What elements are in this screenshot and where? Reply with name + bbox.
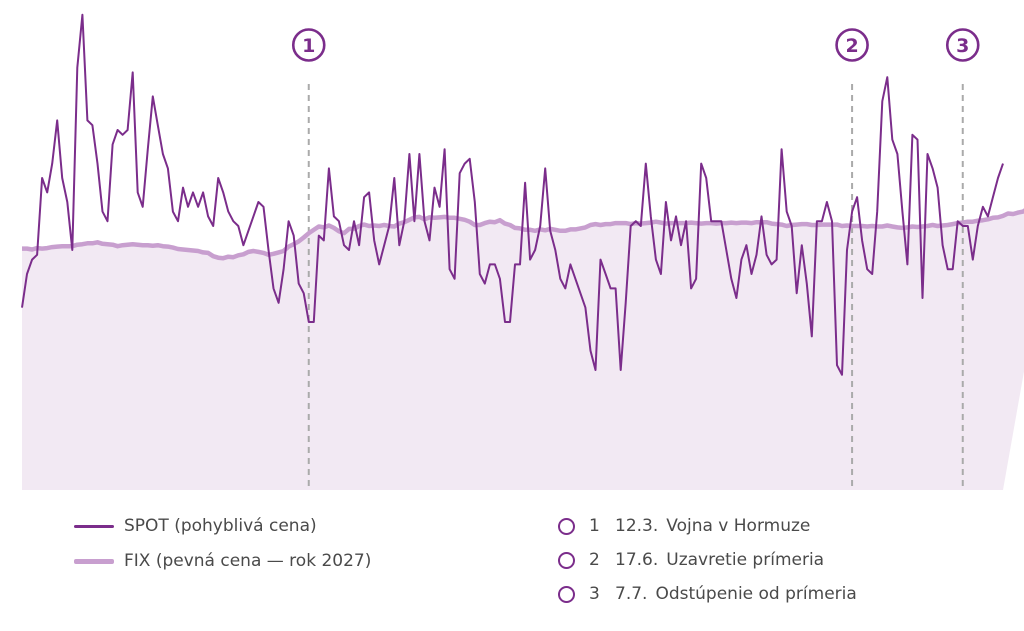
event-date: 12.3. [615, 516, 659, 536]
event-markers [307, 84, 964, 490]
event-legend-item: 1 12.3. Vojna v Hormuze [558, 516, 810, 536]
event-marker-number: 2 [845, 35, 858, 57]
spot-series-line [21, 13, 1004, 376]
event-marker-circle [835, 28, 869, 62]
fix-series-line [22, 208, 1024, 261]
event-label: Odstúpenie od prímeria [655, 584, 857, 604]
event-marker-circle [291, 28, 326, 62]
event-label: Uzavretie prímeria [666, 550, 825, 570]
event-legend-item: 2 17.6. Uzavretie prímeria [558, 550, 824, 570]
event-number: 3 [589, 584, 600, 604]
event-circle-icon [558, 551, 575, 569]
legend-label-fix: FIX (pevná cena — rok 2027) [124, 551, 372, 571]
price-chart: 1 2 3 [21, 13, 1024, 490]
legend-label-spot: SPOT (pohyblivá cena) [124, 516, 317, 536]
event-marker-number: 3 [956, 35, 969, 57]
legend-swatch-spot [74, 524, 114, 528]
event-circle-icon [558, 517, 575, 535]
event-number: 2 [589, 550, 600, 570]
legend-swatch-fix [74, 558, 114, 564]
legend-item-spot: SPOT (pohyblivá cena) [74, 516, 317, 536]
event-date: 17.6. [615, 550, 659, 570]
event-label: Vojna v Hormuze [666, 516, 811, 536]
event-circle-icon [558, 585, 575, 603]
event-number: 1 [589, 516, 600, 536]
event-date: 7.7. [615, 584, 648, 604]
event-marker-number: 1 [302, 35, 315, 57]
legend-item-fix: FIX (pevná cena — rok 2027) [74, 551, 371, 571]
event-marker-badges: 1 2 3 [291, 28, 980, 62]
event-marker-circle [945, 28, 980, 62]
event-legend-item: 3 7.7. Odstúpenie od prímeria [558, 584, 857, 604]
